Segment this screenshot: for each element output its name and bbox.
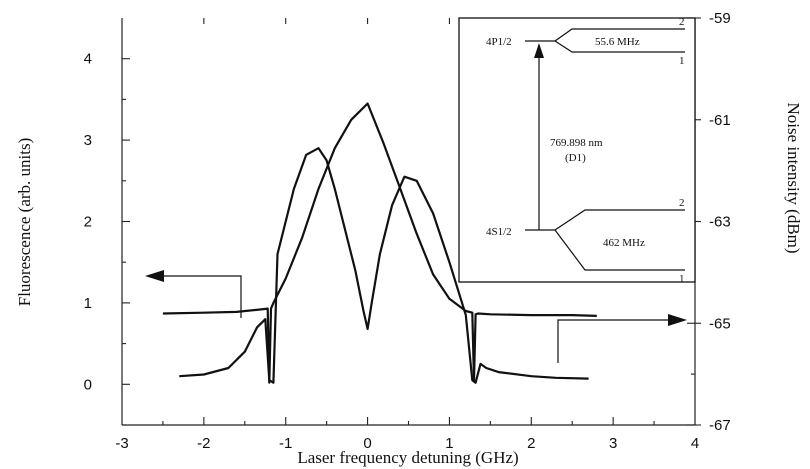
inset-upper-level-label: 4P1/2	[486, 36, 512, 48]
inset-lower-level-label: 4S1/2	[486, 226, 512, 238]
y-right-tick-label: -67	[709, 417, 731, 434]
x-tick-label: 2	[527, 435, 535, 452]
y-left-axis-label: Fluorescence (arb. units)	[15, 138, 34, 307]
inset-lower-f2-label: 2	[679, 197, 685, 209]
y-left-tick-label: 4	[84, 51, 92, 68]
y-left-tick-label: 1	[84, 295, 92, 312]
x-tick-label: -3	[115, 435, 128, 452]
y-right-axis-label: Noise intensity (dBm)	[784, 102, 803, 253]
y-right-tick-label: -59	[709, 10, 731, 27]
x-tick-label: 4	[691, 435, 699, 452]
inset-transition-wavelength: 769.898 nm	[550, 137, 603, 149]
y-right-tick-label: -63	[709, 214, 731, 231]
inset-lower-splitting: 462 MHz	[603, 237, 645, 249]
x-tick-label: 3	[609, 435, 617, 452]
inset-lower-f1	[554, 229, 685, 271]
left-axis-arrow	[145, 270, 242, 318]
x-tick-label: 0	[363, 435, 371, 452]
x-tick-label: 1	[445, 435, 453, 452]
inset-upper-f1-label: 1	[679, 55, 685, 67]
series-line-2	[179, 147, 589, 384]
inset-diagram: 4P1/2 55.6 MHz 2 1 769.898 nm (D1) 4S1/2…	[458, 16, 696, 285]
curves	[162, 102, 597, 384]
inset-upper-f2	[554, 28, 685, 42]
right-axis-arrow	[557, 314, 687, 363]
y-left-tick-label: 2	[84, 214, 92, 231]
inset-transition-line-name: (D1)	[565, 152, 586, 164]
y-right-tick-label: -65	[709, 315, 731, 332]
inset-upper-splitting: 55.6 MHz	[595, 36, 640, 48]
inset-frame	[458, 17, 696, 283]
x-tick-label: -2	[197, 435, 210, 452]
inset-lower-f1-label: 1	[679, 273, 685, 285]
y-right-tick-label: -61	[709, 112, 731, 129]
y-left-tick-label: 3	[84, 132, 92, 149]
inset-upper-f2-label: 2	[679, 16, 685, 28]
series-line-1	[162, 102, 597, 384]
y-left-ticks: 0 1 2 3 4	[84, 51, 130, 426]
x-ticks: -3 -2 -1 0 1 2 3 4	[115, 18, 699, 452]
inset-transition-arrowhead	[534, 43, 544, 58]
x-axis-label: Laser frequency detuning (GHz)	[297, 448, 518, 467]
y-left-tick-label: 0	[84, 376, 92, 393]
inset-lower-f2	[554, 209, 685, 231]
inset-upper-f1	[554, 40, 685, 53]
x-tick-label: -1	[279, 435, 292, 452]
